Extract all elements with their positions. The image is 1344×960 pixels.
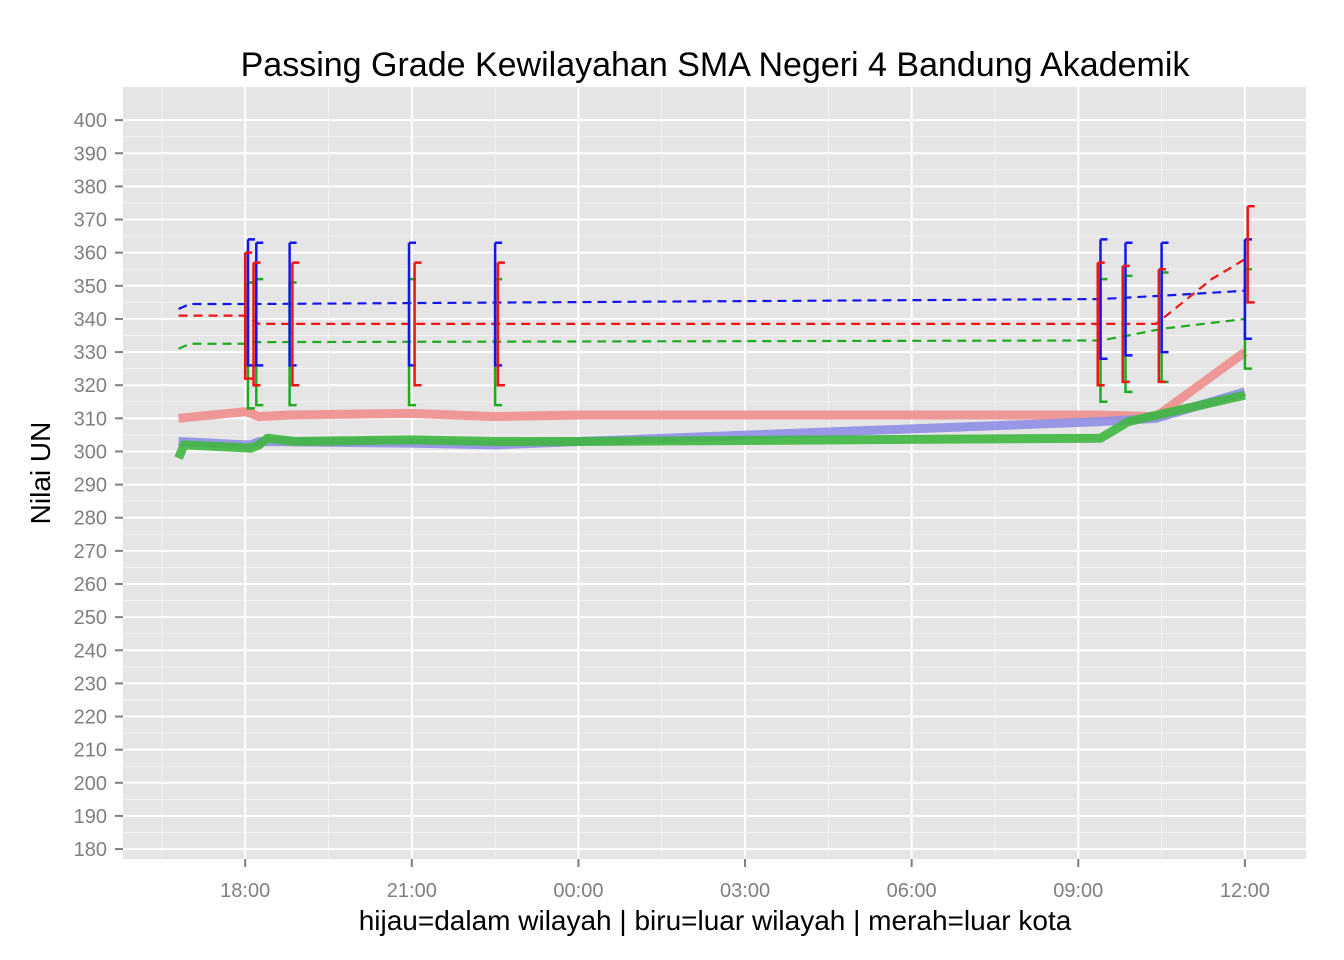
red-error-bar bbox=[413, 261, 422, 387]
x-tick-label: 00:00 bbox=[553, 880, 603, 902]
y-tick-label: 360 bbox=[74, 243, 107, 265]
x-tick-label: 21:00 bbox=[387, 880, 437, 902]
min-score-lines bbox=[174, 348, 1248, 460]
x-axis: 18:00 21:00 00:00 03:00 06:00 09:00 12:00 bbox=[220, 859, 1270, 902]
blue-error-bar bbox=[1160, 241, 1169, 354]
y-tick-label: 380 bbox=[74, 176, 107, 198]
x-tick-label: 09:00 bbox=[1053, 880, 1103, 902]
major-gridlines bbox=[123, 87, 1306, 859]
y-tick-label: 350 bbox=[74, 276, 107, 298]
blue-error-bar bbox=[1099, 238, 1108, 360]
y-axis: 180 190 200 210 220 230 240 250 260 270 280 290 300 3… bbox=[74, 110, 123, 861]
red-min-line bbox=[178, 348, 1248, 423]
y-tick-label: 190 bbox=[74, 806, 107, 828]
y-tick-label: 290 bbox=[74, 475, 107, 497]
y-tick-label: 300 bbox=[74, 441, 107, 463]
y-tick-label: 310 bbox=[74, 408, 107, 430]
y-tick-label: 280 bbox=[74, 508, 107, 530]
red-error-bar bbox=[291, 261, 300, 387]
red-error-bar bbox=[1121, 264, 1130, 384]
y-tick-label: 320 bbox=[74, 375, 107, 397]
y-tick-label: 340 bbox=[74, 309, 107, 331]
y-axis-title: Nilai UN bbox=[25, 422, 56, 525]
red-error-bar bbox=[1246, 205, 1255, 304]
blue-error-bar bbox=[255, 241, 264, 367]
x-tick-label: 06:00 bbox=[887, 880, 937, 902]
error-bars bbox=[243, 205, 1255, 410]
y-tick-label: 200 bbox=[74, 773, 107, 795]
y-tick-label: 250 bbox=[74, 607, 107, 629]
y-tick-label: 400 bbox=[74, 110, 107, 132]
y-tick-label: 220 bbox=[74, 707, 107, 729]
y-tick-label: 390 bbox=[74, 143, 107, 165]
y-tick-label: 230 bbox=[74, 673, 107, 695]
x-tick-label: 12:00 bbox=[1220, 880, 1270, 902]
plot-panel bbox=[123, 87, 1306, 859]
x-tick-label: 18:00 bbox=[220, 880, 270, 902]
red-error-bar bbox=[1157, 267, 1166, 384]
chart-title: Passing Grade Kewilayahan SMA Negeri 4 B… bbox=[241, 46, 1191, 84]
blue-error-bar bbox=[1124, 241, 1133, 357]
y-tick-label: 180 bbox=[74, 839, 107, 861]
red-error-bar bbox=[243, 251, 253, 380]
red-error-bar bbox=[496, 261, 505, 387]
y-tick-label: 270 bbox=[74, 541, 107, 563]
red-error-bar bbox=[1096, 261, 1105, 387]
blue-error-bar bbox=[288, 241, 297, 367]
y-tick-label: 240 bbox=[74, 640, 107, 662]
green-min-line bbox=[174, 390, 1246, 460]
minor-gridlines bbox=[123, 87, 1306, 859]
green-mean-line bbox=[178, 317, 1246, 350]
y-tick-label: 370 bbox=[74, 210, 107, 232]
y-tick-label: 330 bbox=[74, 342, 107, 364]
blue-error-bar bbox=[493, 241, 503, 367]
y-tick-label: 210 bbox=[74, 740, 107, 762]
blue-mean-line bbox=[178, 289, 1245, 310]
red-error-bar bbox=[252, 261, 261, 387]
x-axis-title: hijau=dalam wilayah | biru=luar wilayah … bbox=[359, 905, 1072, 936]
y-tick-label: 260 bbox=[74, 574, 107, 596]
x-tick-label: 03:00 bbox=[720, 880, 770, 902]
